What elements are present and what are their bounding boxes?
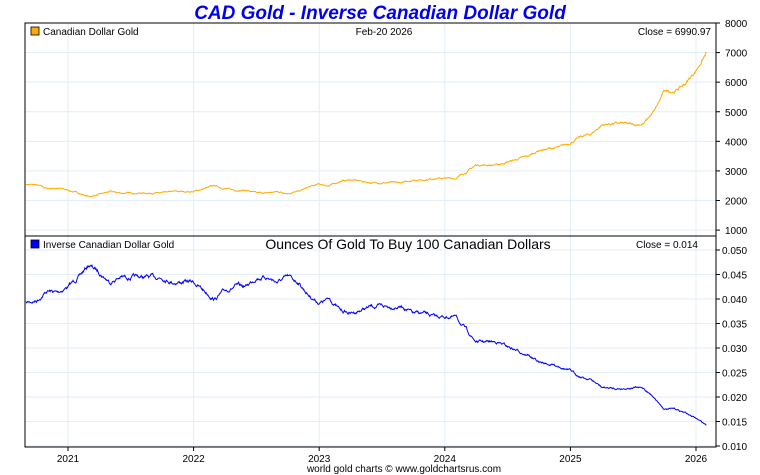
date-label: Feb-20 2026: [356, 27, 413, 38]
y-tick-label-1000: 1000: [725, 226, 748, 237]
chart-title: CAD Gold - Inverse Canadian Dollar Gold: [194, 3, 566, 24]
legend-inverse: Inverse Canadian Dollar Gold: [43, 240, 174, 251]
y-tick-label-4000: 4000: [725, 137, 748, 148]
y-tick-label-3000: 3000: [725, 167, 748, 178]
y-tick-label-0.050: 0.050: [722, 246, 747, 257]
legend-swatch-gold: [30, 26, 40, 36]
y-tick-label-0.045: 0.045: [722, 271, 747, 282]
x-tick-label-2025: 2025: [559, 454, 582, 465]
footer-credit: world gold charts © www.goldchartsrus.co…: [306, 464, 501, 475]
y-tick-label-7000: 7000: [725, 49, 748, 60]
y-tick-label-0.030: 0.030: [722, 344, 747, 355]
x-tick-label-2024: 2024: [434, 454, 457, 465]
bottom-panel-frame: [24, 235, 717, 448]
y-tick-label-5000: 5000: [725, 108, 748, 119]
legend-swatch-inverse: [30, 239, 40, 249]
y-tick-label-6000: 6000: [725, 78, 748, 89]
close-label-inverse: Close = 0.014: [636, 240, 698, 251]
inverse-subtitle: Ounces Of Gold To Buy 100 Canadian Dolla…: [265, 236, 550, 252]
gold-series-line: [25, 51, 707, 198]
x-tick-label-2026: 2026: [685, 454, 708, 465]
y-tick-label-0.035: 0.035: [722, 320, 747, 331]
y-tick-label-0.015: 0.015: [722, 418, 747, 429]
x-tick-label-2023: 2023: [308, 454, 331, 465]
inverse-series-line: [25, 264, 707, 426]
y-tick-label-8000: 8000: [725, 19, 748, 30]
x-tick-label-2021: 2021: [57, 454, 80, 465]
x-tick-label-2022: 2022: [182, 454, 205, 465]
top-panel-frame: [24, 22, 717, 237]
y-tick-label-2000: 2000: [725, 197, 748, 208]
legend-gold: Canadian Dollar Gold: [43, 27, 139, 38]
close-label-gold: Close = 6990.97: [638, 27, 712, 38]
y-tick-label-0.040: 0.040: [722, 295, 747, 306]
y-tick-label-0.025: 0.025: [722, 369, 747, 380]
y-tick-label-0.010: 0.010: [722, 442, 747, 453]
y-tick-label-0.020: 0.020: [722, 393, 747, 404]
